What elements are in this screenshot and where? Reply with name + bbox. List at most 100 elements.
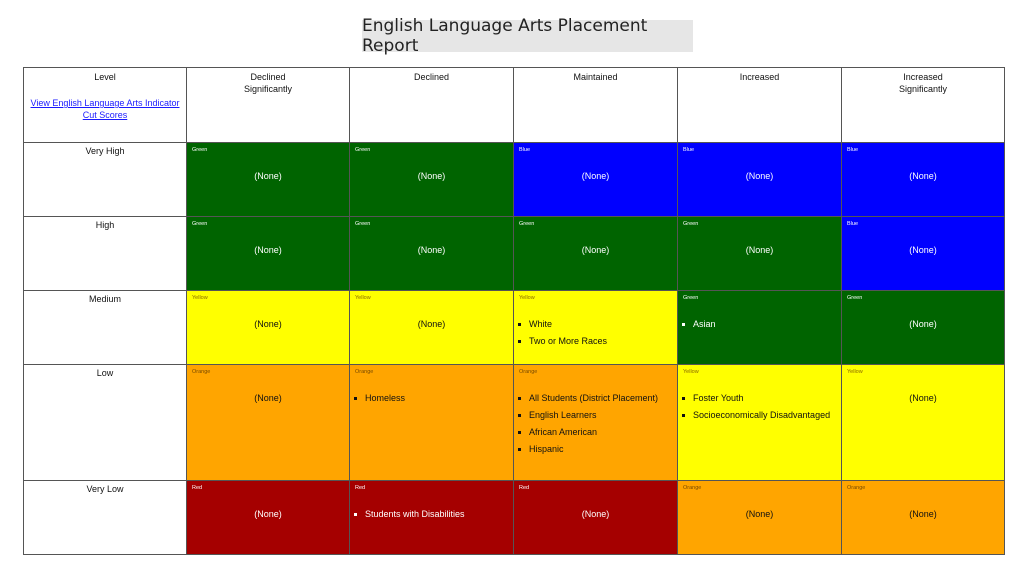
- color-label: Green: [355, 147, 371, 153]
- level-row: Very High Green (None) Green (None) Blue (None…: [23, 142, 1005, 217]
- placement-cell: Orange Homeless: [349, 364, 514, 481]
- placement-cell: Green (None): [677, 216, 842, 291]
- color-label: Blue: [519, 147, 531, 153]
- color-label: Green: [192, 221, 208, 227]
- column-header-line1: Declined: [250, 72, 286, 82]
- level-header-label: Level: [94, 72, 116, 82]
- column-header-line1: Increased: [903, 72, 943, 82]
- color-label: Yellow: [847, 369, 863, 375]
- placement-cell: Red (None): [186, 480, 350, 555]
- cell-content: (None): [678, 245, 841, 255]
- group-list: White Two or More Races: [514, 319, 677, 347]
- group-list-item: All Students (District Placement): [518, 393, 677, 404]
- none-text: (None): [909, 509, 937, 519]
- none-text: (None): [254, 509, 282, 519]
- color-label: Blue: [847, 147, 859, 153]
- cell-content: (None): [842, 509, 1004, 519]
- placement-cell: Green (None): [513, 216, 678, 291]
- color-label: Orange: [847, 485, 866, 491]
- cell-content: (None): [187, 171, 349, 181]
- cell-content: Homeless: [350, 393, 513, 410]
- none-text: (None): [254, 245, 282, 255]
- placement-cell: Orange (None): [677, 480, 842, 555]
- color-label: Yellow: [355, 295, 371, 301]
- column-header-line1: Increased: [739, 72, 780, 82]
- color-label: Green: [192, 147, 208, 153]
- level-label-cell: Very Low: [23, 480, 187, 555]
- cell-content: Asian: [678, 319, 841, 336]
- cell-content: (None): [514, 245, 677, 255]
- color-label: Orange: [519, 369, 538, 375]
- placement-cell: Orange (None): [186, 364, 350, 481]
- group-list-item: Homeless: [354, 393, 513, 404]
- cell-content: (None): [514, 509, 677, 519]
- cell-content: (None): [350, 171, 513, 181]
- cell-content: All Students (District Placement) English…: [514, 393, 677, 461]
- placement-cell: Green (None): [186, 216, 350, 291]
- color-label: Yellow: [519, 295, 535, 301]
- placement-cell: Green Asian: [677, 290, 842, 365]
- level-row: Medium Yellow (None) Yellow (None) Yellow Whit…: [23, 290, 1005, 365]
- column-header-line1: Maintained: [573, 72, 618, 82]
- cell-content: (None): [842, 319, 1004, 329]
- group-list: Foster Youth Socioeconomically Disadvanta…: [678, 393, 841, 421]
- grid-body: Very High Green (None) Green (None) Blue (None…: [23, 142, 1005, 555]
- column-header-maintained: Maintained: [513, 67, 678, 143]
- placement-cell: Blue (None): [841, 142, 1005, 217]
- placement-cell: Blue (None): [677, 142, 842, 217]
- none-text: (None): [581, 245, 610, 255]
- cell-content: (None): [842, 245, 1004, 255]
- placement-cell: Blue (None): [841, 216, 1005, 291]
- group-list-item: Socioeconomically Disadvantaged: [682, 410, 841, 421]
- cut-scores-link[interactable]: View English Language Arts Indicator Cut…: [30, 98, 180, 120]
- color-label: Blue: [683, 147, 695, 153]
- placement-cell: Green (None): [349, 216, 514, 291]
- header-row: Level View English Language Arts Indicat…: [23, 67, 1005, 143]
- group-list: Homeless: [350, 393, 513, 404]
- cell-content: (None): [678, 509, 841, 519]
- none-text: (None): [745, 245, 774, 255]
- cell-content: (None): [350, 245, 513, 255]
- none-text: (None): [909, 393, 937, 403]
- color-label: Green: [355, 221, 371, 227]
- column-header-increased-significantly: Increased Significantly: [841, 67, 1005, 143]
- none-text: (None): [417, 319, 446, 329]
- placement-cell: Yellow White Two or More Races: [513, 290, 678, 365]
- placement-cell: Red (None): [513, 480, 678, 555]
- cell-content: (None): [187, 245, 349, 255]
- report-title: English Language Arts Placement Report: [362, 16, 693, 56]
- group-list-item: Asian: [682, 319, 841, 330]
- level-label-cell: Medium: [23, 290, 187, 365]
- none-text: (None): [745, 171, 774, 181]
- none-text: (None): [909, 245, 937, 255]
- column-header-line2: Significantly: [898, 84, 948, 94]
- column-header-increased: Increased: [677, 67, 842, 143]
- color-label: Red: [519, 485, 530, 491]
- color-label: Orange: [192, 369, 211, 375]
- placement-cell: Yellow (None): [841, 364, 1005, 481]
- column-header-line1: Declined: [413, 72, 450, 82]
- group-list-item: English Learners: [518, 410, 677, 421]
- placement-cell: Orange (None): [841, 480, 1005, 555]
- placement-cell: Yellow (None): [349, 290, 514, 365]
- level-row: High Green (None) Green (None) Green (None) Gre…: [23, 216, 1005, 291]
- placement-cell: Green (None): [186, 142, 350, 217]
- level-row: Low Orange (None) Orange Homeless Orange All S…: [23, 364, 1005, 481]
- cell-content: (None): [187, 509, 349, 519]
- column-header-line2: Significantly: [243, 84, 293, 94]
- placement-cell: Orange All Students (District Placement) E…: [513, 364, 678, 481]
- cell-content: (None): [842, 393, 1004, 403]
- cell-content: (None): [842, 171, 1004, 181]
- none-text: (None): [254, 171, 282, 181]
- level-label: Very High: [85, 146, 125, 156]
- level-label-cell: Low: [23, 364, 187, 481]
- none-text: (None): [417, 171, 446, 181]
- placement-cell: Blue (None): [513, 142, 678, 217]
- level-label: Medium: [88, 294, 121, 304]
- color-label: Green: [847, 295, 863, 301]
- color-label: Green: [519, 221, 535, 227]
- level-label-cell: Very High: [23, 142, 187, 217]
- cell-content: (None): [187, 393, 349, 403]
- color-label: Green: [683, 221, 699, 227]
- group-list-item: African American: [518, 427, 677, 438]
